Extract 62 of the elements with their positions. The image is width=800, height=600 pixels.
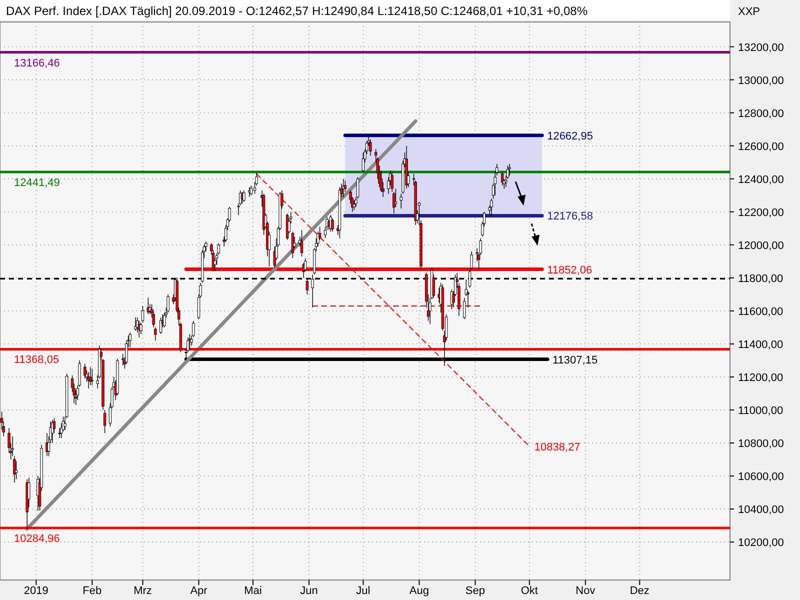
candlestick xyxy=(13,456,16,483)
y-tick-label: 12400,00 xyxy=(738,174,784,186)
ref-line-label: 11368,05 xyxy=(14,354,60,366)
y-tick-label: 13200,00 xyxy=(738,42,784,54)
x-tick-label: Jul xyxy=(356,585,370,597)
x-tick-label: Apr xyxy=(190,585,208,597)
y-axis-title: XXP xyxy=(738,6,760,18)
x-tick-label: Mrz xyxy=(134,585,152,597)
candlestick xyxy=(242,190,246,202)
series-label: 12176,58 xyxy=(547,210,593,223)
series-label: 11307,15 xyxy=(552,354,598,366)
x-tick-label: Aug xyxy=(409,585,429,597)
chart-title: DAX Perf. Index [.DAX Täglich] 20.09.2019 - O:12462,57 H:12490,84 L:12418,50 C:12468,01 +10,31 +0,08% xyxy=(6,4,588,18)
candlestick xyxy=(390,172,394,192)
y-tick-label: 11400,00 xyxy=(738,338,784,351)
y-tick-label: 11800,00 xyxy=(738,272,784,285)
candlestick xyxy=(352,200,356,211)
candlestick xyxy=(140,322,142,334)
y-tick-label: 10400,00 xyxy=(738,504,784,516)
y-tick-label: 13000,00 xyxy=(738,74,784,87)
candlestick xyxy=(134,317,137,332)
y-tick-label: 10800,00 xyxy=(738,438,784,450)
y-tick-label: 11200,00 xyxy=(738,372,784,384)
series-label: 11852,06 xyxy=(547,264,592,276)
x-tick-label: Feb xyxy=(82,585,102,597)
candlestick xyxy=(250,185,253,196)
y-tick-label: 12000,00 xyxy=(738,240,784,252)
y-tick-label: 10600,00 xyxy=(738,470,784,483)
x-tick-label: Okt xyxy=(520,585,538,597)
y-tick-label: 10200,00 xyxy=(738,537,784,550)
candlestick xyxy=(362,152,365,173)
y-tick-label: 12600,00 xyxy=(738,140,784,153)
candlestick xyxy=(141,306,144,323)
series-label: 10838,27 xyxy=(534,441,580,454)
candlestick xyxy=(300,230,304,257)
candlestick xyxy=(369,138,372,156)
candlestick xyxy=(88,366,92,386)
x-tick-label: Jun xyxy=(300,585,318,597)
candlestick xyxy=(490,198,493,218)
candlestick xyxy=(293,236,296,249)
y-tick-label: 11600,00 xyxy=(738,306,784,318)
y-tick-label: 11000,00 xyxy=(738,404,784,417)
candlestick xyxy=(154,327,157,341)
ref-line-label: 10284,96 xyxy=(14,533,60,546)
candlestick xyxy=(470,251,473,270)
candlestick xyxy=(331,218,334,232)
candlestick xyxy=(392,192,396,214)
candlestick xyxy=(103,410,106,434)
series-label: 12662,95 xyxy=(547,130,593,142)
y-tick-label: 12800,00 xyxy=(738,108,784,120)
x-tick-label: 2019 xyxy=(24,585,48,597)
candlestick xyxy=(500,172,504,186)
candlestick xyxy=(400,193,402,209)
x-tick-label: Dez xyxy=(630,585,650,597)
ref-line-label: 13166,46 xyxy=(14,57,60,70)
candlestick xyxy=(90,368,94,386)
x-tick-label: Sep xyxy=(465,585,486,597)
ref-line-label: 12441,49 xyxy=(14,176,60,189)
y-tick-label: 12200,00 xyxy=(738,206,784,219)
candlestick xyxy=(508,163,511,176)
x-tick-label: Nov xyxy=(576,585,596,597)
x-tick-label: Mai xyxy=(244,585,262,597)
